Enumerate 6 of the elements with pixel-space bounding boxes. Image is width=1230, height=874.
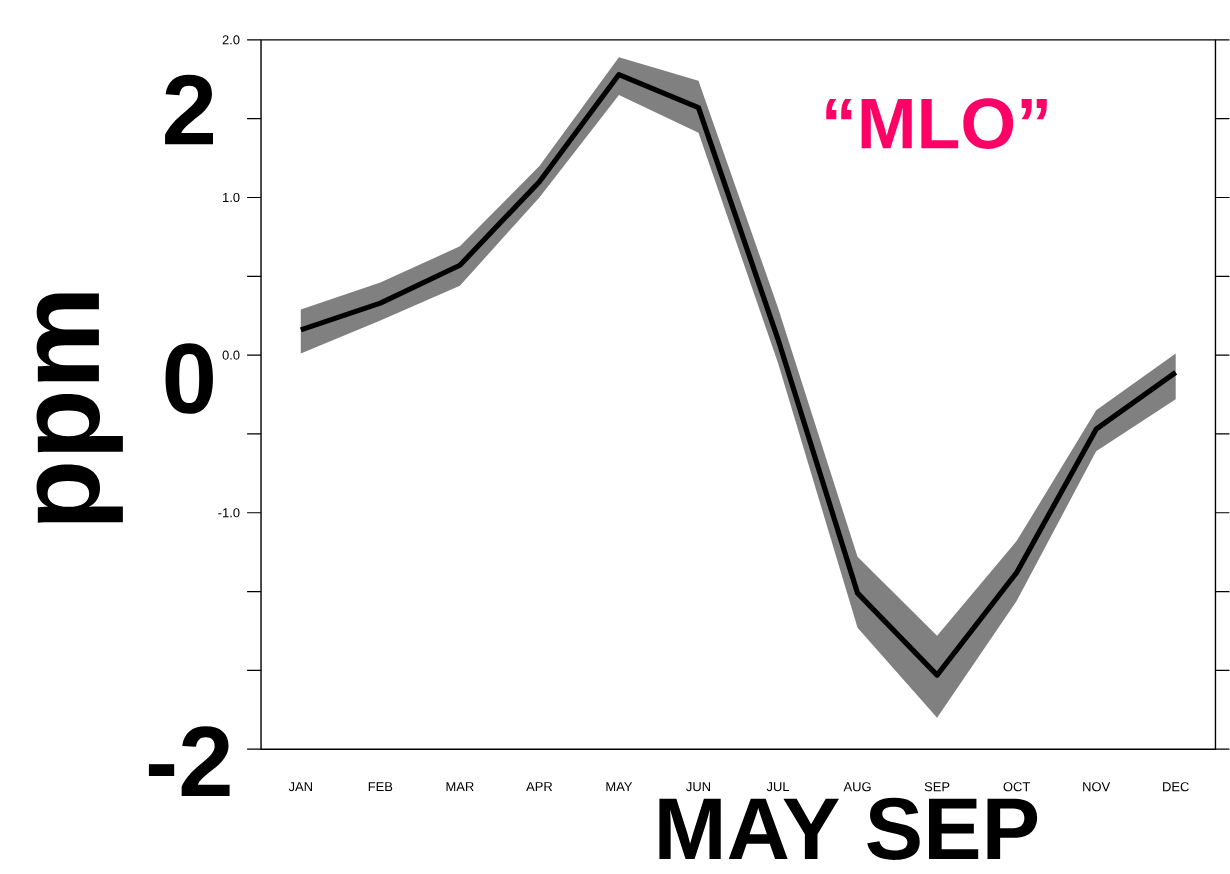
text: MAY SEP xyxy=(659,797,1038,860)
annotation: “MLO” xyxy=(826,97,1047,149)
y-axis-title: ppm xyxy=(36,293,123,523)
text: 0 xyxy=(165,342,213,414)
text: 2 xyxy=(165,74,213,145)
text: -2 xyxy=(148,726,230,796)
